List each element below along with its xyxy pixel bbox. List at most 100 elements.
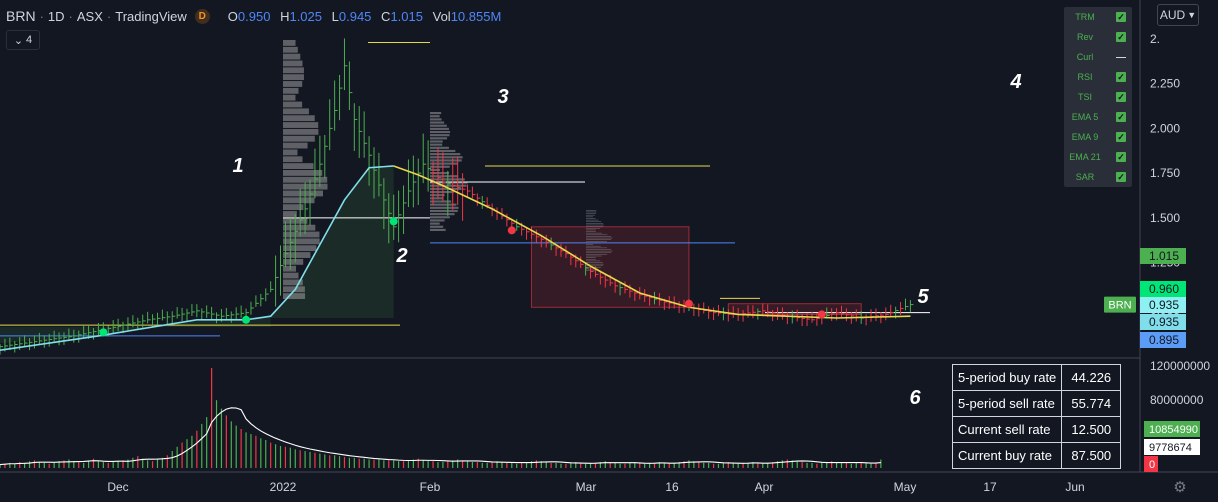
- separator: ·: [68, 8, 73, 24]
- volume-profile-bar: [283, 279, 303, 286]
- price-label-bg: [1140, 332, 1186, 348]
- legend-item-rsi[interactable]: RSI ✓: [1064, 67, 1132, 87]
- volume-profile-bar: [586, 268, 599, 270]
- volume-profile-bar: [283, 87, 299, 94]
- volume-profile-bar: [586, 227, 601, 229]
- currency-select[interactable]: AUD ▼: [1157, 4, 1199, 26]
- symbol-tag-label: BRN: [1108, 300, 1131, 312]
- unchecked-dash-icon[interactable]: [1116, 56, 1126, 58]
- price-label-text: 0.935: [1149, 298, 1179, 312]
- time-axis-tick: 2022: [270, 480, 297, 494]
- volume-profile-bar: [586, 258, 596, 260]
- open-value: 0.950: [237, 8, 271, 24]
- indicators-collapse-button[interactable]: ⌄ 4: [6, 30, 40, 50]
- stats-value: 12.500: [1061, 416, 1122, 443]
- price-axis-tick: 1.500: [1150, 211, 1180, 225]
- legend-item-label: TRM: [1075, 12, 1095, 22]
- volume-profile-bar: [586, 265, 603, 267]
- time-axis-tick: Dec: [107, 480, 128, 494]
- volume-profile-bar: [586, 211, 597, 213]
- volume-profile-bar: [430, 130, 451, 134]
- delayed-data-badge[interactable]: D: [194, 8, 210, 24]
- chevron-down-icon: ⌄: [13, 34, 24, 47]
- volume-profile-bar: [586, 255, 602, 257]
- volume-profile-bar: [283, 115, 315, 122]
- checkmark-icon[interactable]: ✓: [1116, 152, 1126, 162]
- volume-profile-bar: [430, 165, 450, 168]
- volume-profile-bar: [586, 252, 611, 254]
- downtrend-zone: [727, 303, 862, 315]
- legend-item-ema-9[interactable]: EMA 9 ✓: [1064, 127, 1132, 147]
- close-value: 1.015: [390, 8, 423, 24]
- signal-dot: [684, 299, 693, 308]
- volume-profile-bar: [430, 190, 454, 194]
- time-axis-tick: Apr: [755, 480, 774, 494]
- volume-profile-bar: [283, 190, 324, 197]
- symbol-name[interactable]: BRN: [6, 8, 36, 24]
- volume-profile-bar: [430, 203, 457, 206]
- volume-profile-bar: [430, 175, 459, 178]
- volume-profile-bar: [283, 197, 315, 204]
- volume-profile-bar: [283, 156, 303, 163]
- volume-profile-bar: [586, 249, 612, 250]
- volume-profile-bar: [586, 237, 613, 239]
- close-label: C: [381, 8, 391, 24]
- gear-icon[interactable]: ⚙: [1173, 479, 1187, 496]
- signal-dot: [242, 315, 251, 324]
- checkmark-icon[interactable]: ✓: [1116, 32, 1126, 42]
- volume-profile-bar: [283, 293, 306, 299]
- volume-profile-bar: [430, 112, 442, 115]
- interval[interactable]: 1D: [47, 8, 65, 24]
- volume-profile-bar: [586, 244, 594, 245]
- volume-label-bg: [1144, 456, 1158, 472]
- time-axis-tick: 16: [665, 480, 679, 494]
- currency-label: AUD: [1159, 8, 1186, 22]
- volume-profile-bar: [586, 210, 597, 211]
- exchange: ASX: [76, 8, 103, 24]
- stats-value: 87.500: [1061, 442, 1122, 469]
- high-value: 1.025: [289, 8, 323, 24]
- time-axis-tick: Feb: [420, 480, 441, 494]
- volume-profile-bar: [430, 213, 455, 216]
- price-label: 0.895: [1140, 332, 1186, 348]
- volume-profile-bar: [586, 236, 612, 237]
- volume-profile-bar: [283, 252, 311, 258]
- ohlc-values: O0.950 H1.025 L0.945 C1.015 Vol10.855M: [222, 9, 502, 24]
- checkmark-icon[interactable]: ✓: [1116, 132, 1126, 142]
- checkmark-icon[interactable]: ✓: [1116, 72, 1126, 82]
- ema-line: [393, 165, 911, 319]
- price-label-text: 1.015: [1149, 249, 1179, 263]
- legend-item-sar[interactable]: SAR ✓: [1064, 167, 1132, 187]
- legend-item-ema-5[interactable]: EMA 5 ✓: [1064, 107, 1132, 127]
- ema-line: [0, 165, 394, 352]
- legend-item-ema-21[interactable]: EMA 21 ✓: [1064, 147, 1132, 167]
- checkmark-icon[interactable]: ✓: [1116, 12, 1126, 22]
- volume-profile-bar: [283, 74, 304, 81]
- volume-profile-bar: [430, 162, 458, 165]
- volume-label: 9778674: [1144, 439, 1200, 455]
- checkmark-icon[interactable]: ✓: [1116, 172, 1126, 182]
- volume-profile-bar: [430, 216, 450, 219]
- volume-profile-bar: [586, 239, 612, 240]
- legend-item-trm[interactable]: TRM ✓: [1064, 7, 1132, 27]
- volume-profile-bar: [430, 143, 443, 146]
- legend-item-rev[interactable]: Rev ✓: [1064, 27, 1132, 47]
- checkmark-icon[interactable]: ✓: [1116, 112, 1126, 122]
- legend-item-label: EMA 9: [1071, 132, 1099, 142]
- legend-item-label: TSI: [1077, 92, 1092, 102]
- volume-profile-bar: [430, 206, 459, 209]
- volume-profile-bar: [586, 247, 608, 249]
- price-label-text: 0.935: [1149, 315, 1179, 329]
- volume-profile-bar: [283, 238, 320, 245]
- volume-profile-bar: [283, 40, 296, 46]
- volume-value: 10.855M: [450, 8, 502, 24]
- stats-table: 5-period buy rate 44.226 5-period sell rat…: [951, 364, 1122, 469]
- checkmark-icon[interactable]: ✓: [1116, 92, 1126, 102]
- legend-item-label: Rev: [1076, 32, 1093, 42]
- legend-item-tsi[interactable]: TSI ✓: [1064, 87, 1132, 107]
- volume-profile-bar: [586, 232, 603, 234]
- volume-profile-bar: [283, 53, 301, 60]
- legend-item-curl[interactable]: Curl: [1064, 47, 1132, 67]
- volume-label: Vol: [432, 8, 451, 24]
